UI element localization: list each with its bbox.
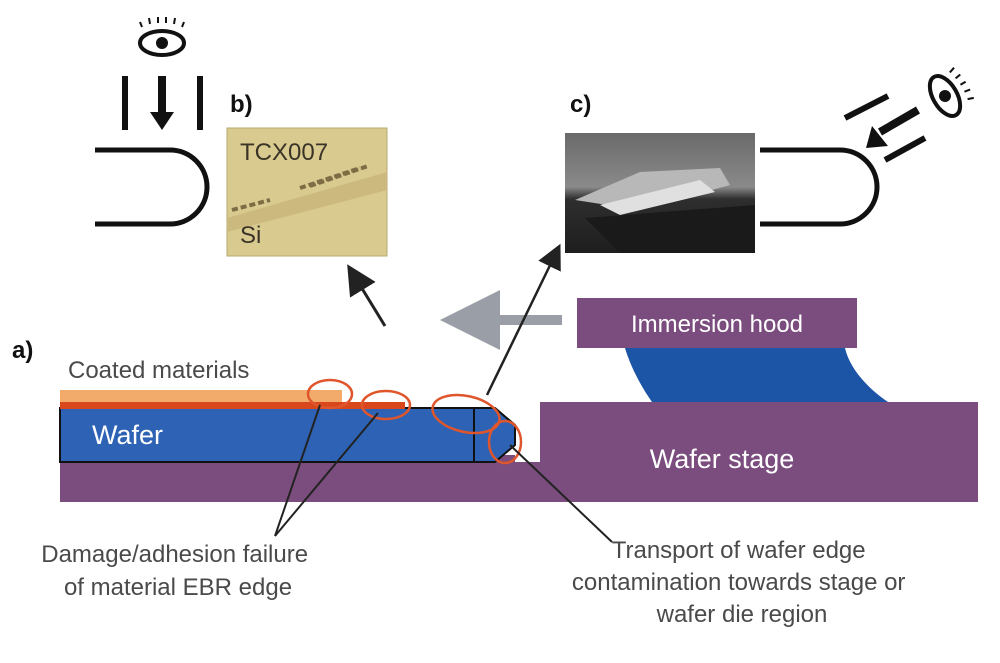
highlight-circle-2 xyxy=(360,389,412,421)
transport-callout-line-2: contamination towards stage or xyxy=(572,569,906,596)
eye-icon xyxy=(927,67,974,118)
immersion-hood-label: Immersion hood xyxy=(631,311,803,338)
panel-label-a: a) xyxy=(12,337,33,364)
photo-b-bottom-text: Si xyxy=(240,222,261,249)
photo-b: TCX007 Si xyxy=(226,127,388,257)
photo-b-top-text: TCX007 xyxy=(240,139,328,166)
transport-callout: Transport of wafer edge contamination to… xyxy=(572,537,912,628)
transport-callout-line-3: wafer die region xyxy=(656,601,828,628)
transport-callout-line-1: Transport of wafer edge xyxy=(612,537,866,564)
callout-line-1 xyxy=(274,404,321,537)
arrow-to-photo-b xyxy=(347,264,387,327)
wafer-stage-label: Wafer stage xyxy=(650,444,795,474)
immersion-hood xyxy=(577,298,857,348)
coating-bottom-layer xyxy=(60,402,405,409)
damage-callout-line-2: of material EBR edge xyxy=(64,574,292,601)
wafer-edge-profile-c xyxy=(760,147,880,227)
eye-icon xyxy=(138,17,186,57)
highlight-circle-4 xyxy=(487,419,523,465)
wafer-label: Wafer xyxy=(92,420,163,450)
damage-callout-line-1: Damage/adhesion failure xyxy=(41,541,308,568)
coating-top-layer xyxy=(60,390,342,403)
photo-c xyxy=(565,133,755,253)
view-bar-upper xyxy=(843,93,890,121)
view-bar-lower xyxy=(883,135,927,163)
immersion-water xyxy=(625,348,888,402)
callout-line-2 xyxy=(274,412,379,537)
coated-materials-label: Coated materials xyxy=(68,357,249,384)
view-arrow-head xyxy=(150,112,174,130)
arrow-to-photo-c xyxy=(485,243,561,396)
view-arrow-shaft-right xyxy=(877,106,921,136)
callout-line-3 xyxy=(509,444,613,543)
highlight-circle-1 xyxy=(306,378,354,410)
panel-label-b: b) xyxy=(230,91,253,118)
view-arrow-head-right xyxy=(866,126,888,148)
wafer-stage xyxy=(60,402,978,502)
damage-callout: Damage/adhesion failure of material EBR … xyxy=(41,541,315,601)
wafer-edge-profile-b xyxy=(95,147,210,227)
panel-label-c: c) xyxy=(570,91,591,118)
